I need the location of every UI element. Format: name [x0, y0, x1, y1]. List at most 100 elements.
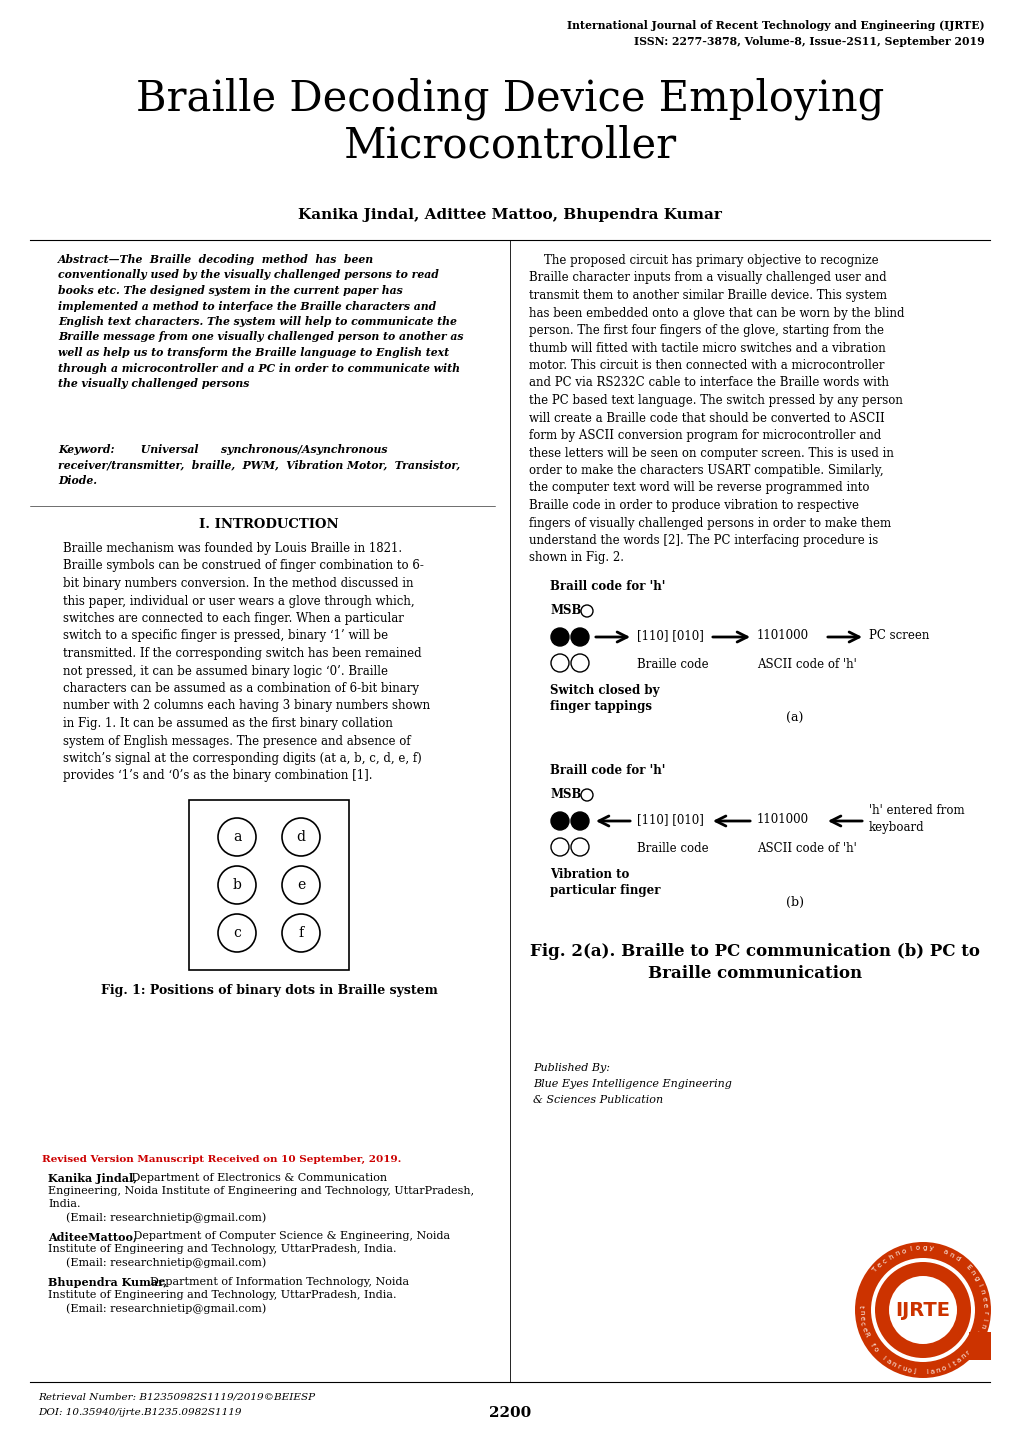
- Text: Abstract—The  Braille  decoding  method  has  been
conventionally used by the vi: Abstract—The Braille decoding method has…: [58, 254, 463, 389]
- Text: I. INTRODUCTION: I. INTRODUCTION: [199, 518, 338, 531]
- Text: l: l: [908, 1246, 911, 1253]
- Text: n: n: [893, 1250, 900, 1257]
- Circle shape: [854, 1242, 990, 1379]
- Circle shape: [550, 812, 569, 831]
- Text: Braill code for 'h': Braill code for 'h': [549, 764, 664, 777]
- Text: ASCII code of 'h': ASCII code of 'h': [756, 658, 856, 671]
- Text: t: t: [971, 1341, 977, 1345]
- Text: d: d: [297, 831, 306, 844]
- Text: n: n: [968, 1269, 975, 1276]
- Text: PC screen: PC screen: [868, 629, 928, 642]
- Text: e: e: [297, 878, 305, 893]
- Text: Bhupendra Kumar,: Bhupendra Kumar,: [48, 1278, 167, 1288]
- Text: (Email: researchnietip@gmail.com): (Email: researchnietip@gmail.com): [66, 1211, 266, 1223]
- Circle shape: [218, 818, 256, 857]
- Circle shape: [889, 1276, 956, 1344]
- Text: Revised Version Manuscript Received on 10 September, 2019.: Revised Version Manuscript Received on 1…: [42, 1155, 401, 1164]
- Circle shape: [550, 838, 569, 857]
- Text: e: e: [857, 1315, 864, 1321]
- Text: i: i: [980, 1318, 986, 1321]
- Text: g: g: [972, 1275, 979, 1282]
- Text: 1101000: 1101000: [756, 629, 808, 642]
- Text: The proposed circuit has primary objective to recognize
Braille character inputs: The proposed circuit has primary objecti…: [529, 254, 904, 564]
- Circle shape: [218, 914, 256, 952]
- Text: Braille Decoding Device Employing: Braille Decoding Device Employing: [136, 78, 883, 121]
- Text: [110] [010]: [110] [010]: [637, 629, 703, 642]
- Text: MSB: MSB: [549, 604, 581, 617]
- Text: Braille mechanism was founded by Louis Braille in 1821.
Braille symbols can be c: Braille mechanism was founded by Louis B…: [63, 542, 430, 783]
- Circle shape: [571, 838, 588, 857]
- Text: R: R: [861, 1331, 869, 1338]
- Text: DOI: 10.35940/ijrte.B1235.0982S1119: DOI: 10.35940/ijrte.B1235.0982S1119: [38, 1407, 242, 1417]
- Text: J: J: [913, 1368, 916, 1374]
- Text: (b): (b): [786, 895, 803, 908]
- Text: Braille code: Braille code: [637, 842, 708, 855]
- Text: l: l: [880, 1355, 886, 1361]
- Text: a: a: [955, 1357, 962, 1364]
- Text: t: t: [951, 1360, 957, 1367]
- Text: u: u: [900, 1366, 906, 1373]
- Text: 1101000: 1101000: [756, 813, 808, 826]
- Text: e: e: [979, 1296, 986, 1301]
- Text: e: e: [860, 1327, 867, 1332]
- Text: o: o: [914, 1244, 919, 1252]
- Text: Institute of Engineering and Technology, UttarPradesh, India.: Institute of Engineering and Technology,…: [48, 1291, 396, 1301]
- Text: Braille code: Braille code: [637, 658, 708, 671]
- Text: e: e: [967, 1344, 975, 1351]
- Text: a: a: [929, 1368, 934, 1374]
- Text: d: d: [953, 1255, 960, 1262]
- Text: n: n: [977, 1289, 984, 1295]
- Text: c: c: [232, 926, 240, 940]
- Circle shape: [870, 1257, 974, 1363]
- Text: MSB: MSB: [549, 787, 581, 800]
- Text: Microcontroller: Microcontroller: [343, 125, 676, 167]
- Text: h: h: [887, 1253, 894, 1260]
- Text: i: i: [975, 1283, 982, 1288]
- Text: E: E: [964, 1263, 971, 1272]
- Text: Braill code for 'h': Braill code for 'h': [549, 580, 664, 593]
- Circle shape: [281, 818, 320, 857]
- Text: y: y: [928, 1246, 933, 1252]
- Circle shape: [581, 789, 592, 800]
- Text: a: a: [942, 1249, 948, 1256]
- Text: & Sciences Publication: & Sciences Publication: [533, 1094, 662, 1105]
- Text: n: n: [978, 1324, 985, 1330]
- Text: Fig. 1: Positions of binary dots in Braille system: Fig. 1: Positions of binary dots in Brai…: [101, 983, 437, 996]
- Text: (a): (a): [786, 712, 803, 725]
- Text: n: n: [948, 1252, 954, 1259]
- Text: I: I: [976, 1331, 983, 1335]
- Text: Published By:: Published By:: [533, 1063, 609, 1073]
- Text: 'h' entered from
keyboard: 'h' entered from keyboard: [868, 805, 964, 833]
- Text: o: o: [941, 1364, 946, 1371]
- Circle shape: [281, 867, 320, 904]
- Circle shape: [581, 606, 592, 617]
- Text: IJRTE: IJRTE: [895, 1301, 950, 1319]
- Text: India.: India.: [48, 1198, 81, 1208]
- Bar: [189, 800, 348, 970]
- Text: e: e: [875, 1262, 882, 1269]
- Text: a: a: [232, 831, 240, 844]
- Circle shape: [874, 1262, 970, 1358]
- Text: International Journal of Recent Technology and Engineering (IJRTE): International Journal of Recent Technolo…: [567, 20, 984, 30]
- Circle shape: [218, 867, 256, 904]
- Text: T: T: [870, 1268, 878, 1275]
- Text: Switch closed by: Switch closed by: [549, 684, 659, 696]
- Text: g: g: [976, 1330, 983, 1335]
- Text: f: f: [299, 926, 304, 940]
- Text: n: n: [857, 1309, 863, 1314]
- Circle shape: [571, 655, 588, 672]
- Text: i: i: [947, 1363, 951, 1370]
- Text: [110] [010]: [110] [010]: [637, 813, 703, 826]
- Text: finger tappings: finger tappings: [549, 699, 651, 712]
- Text: r: r: [895, 1364, 900, 1370]
- Text: ASCII code of 'h': ASCII code of 'h': [756, 842, 856, 855]
- Text: Vibration to: Vibration to: [549, 868, 629, 881]
- Text: g: g: [921, 1244, 926, 1252]
- Text: Retrieval Number: B12350982S1119/2019©BEIESP: Retrieval Number: B12350982S1119/2019©BE…: [38, 1392, 315, 1402]
- Text: f: f: [868, 1343, 874, 1348]
- Text: ISSN: 2277-3878, Volume-8, Issue-2S11, September 2019: ISSN: 2277-3878, Volume-8, Issue-2S11, S…: [634, 36, 984, 48]
- Text: o: o: [870, 1345, 878, 1353]
- Text: n: n: [889, 1361, 896, 1368]
- Text: Engineering, Noida Institute of Engineering and Technology, UttarPradesh,: Engineering, Noida Institute of Engineer…: [48, 1185, 474, 1195]
- Text: Department of Computer Science & Engineering, Noida: Department of Computer Science & Enginee…: [129, 1231, 449, 1242]
